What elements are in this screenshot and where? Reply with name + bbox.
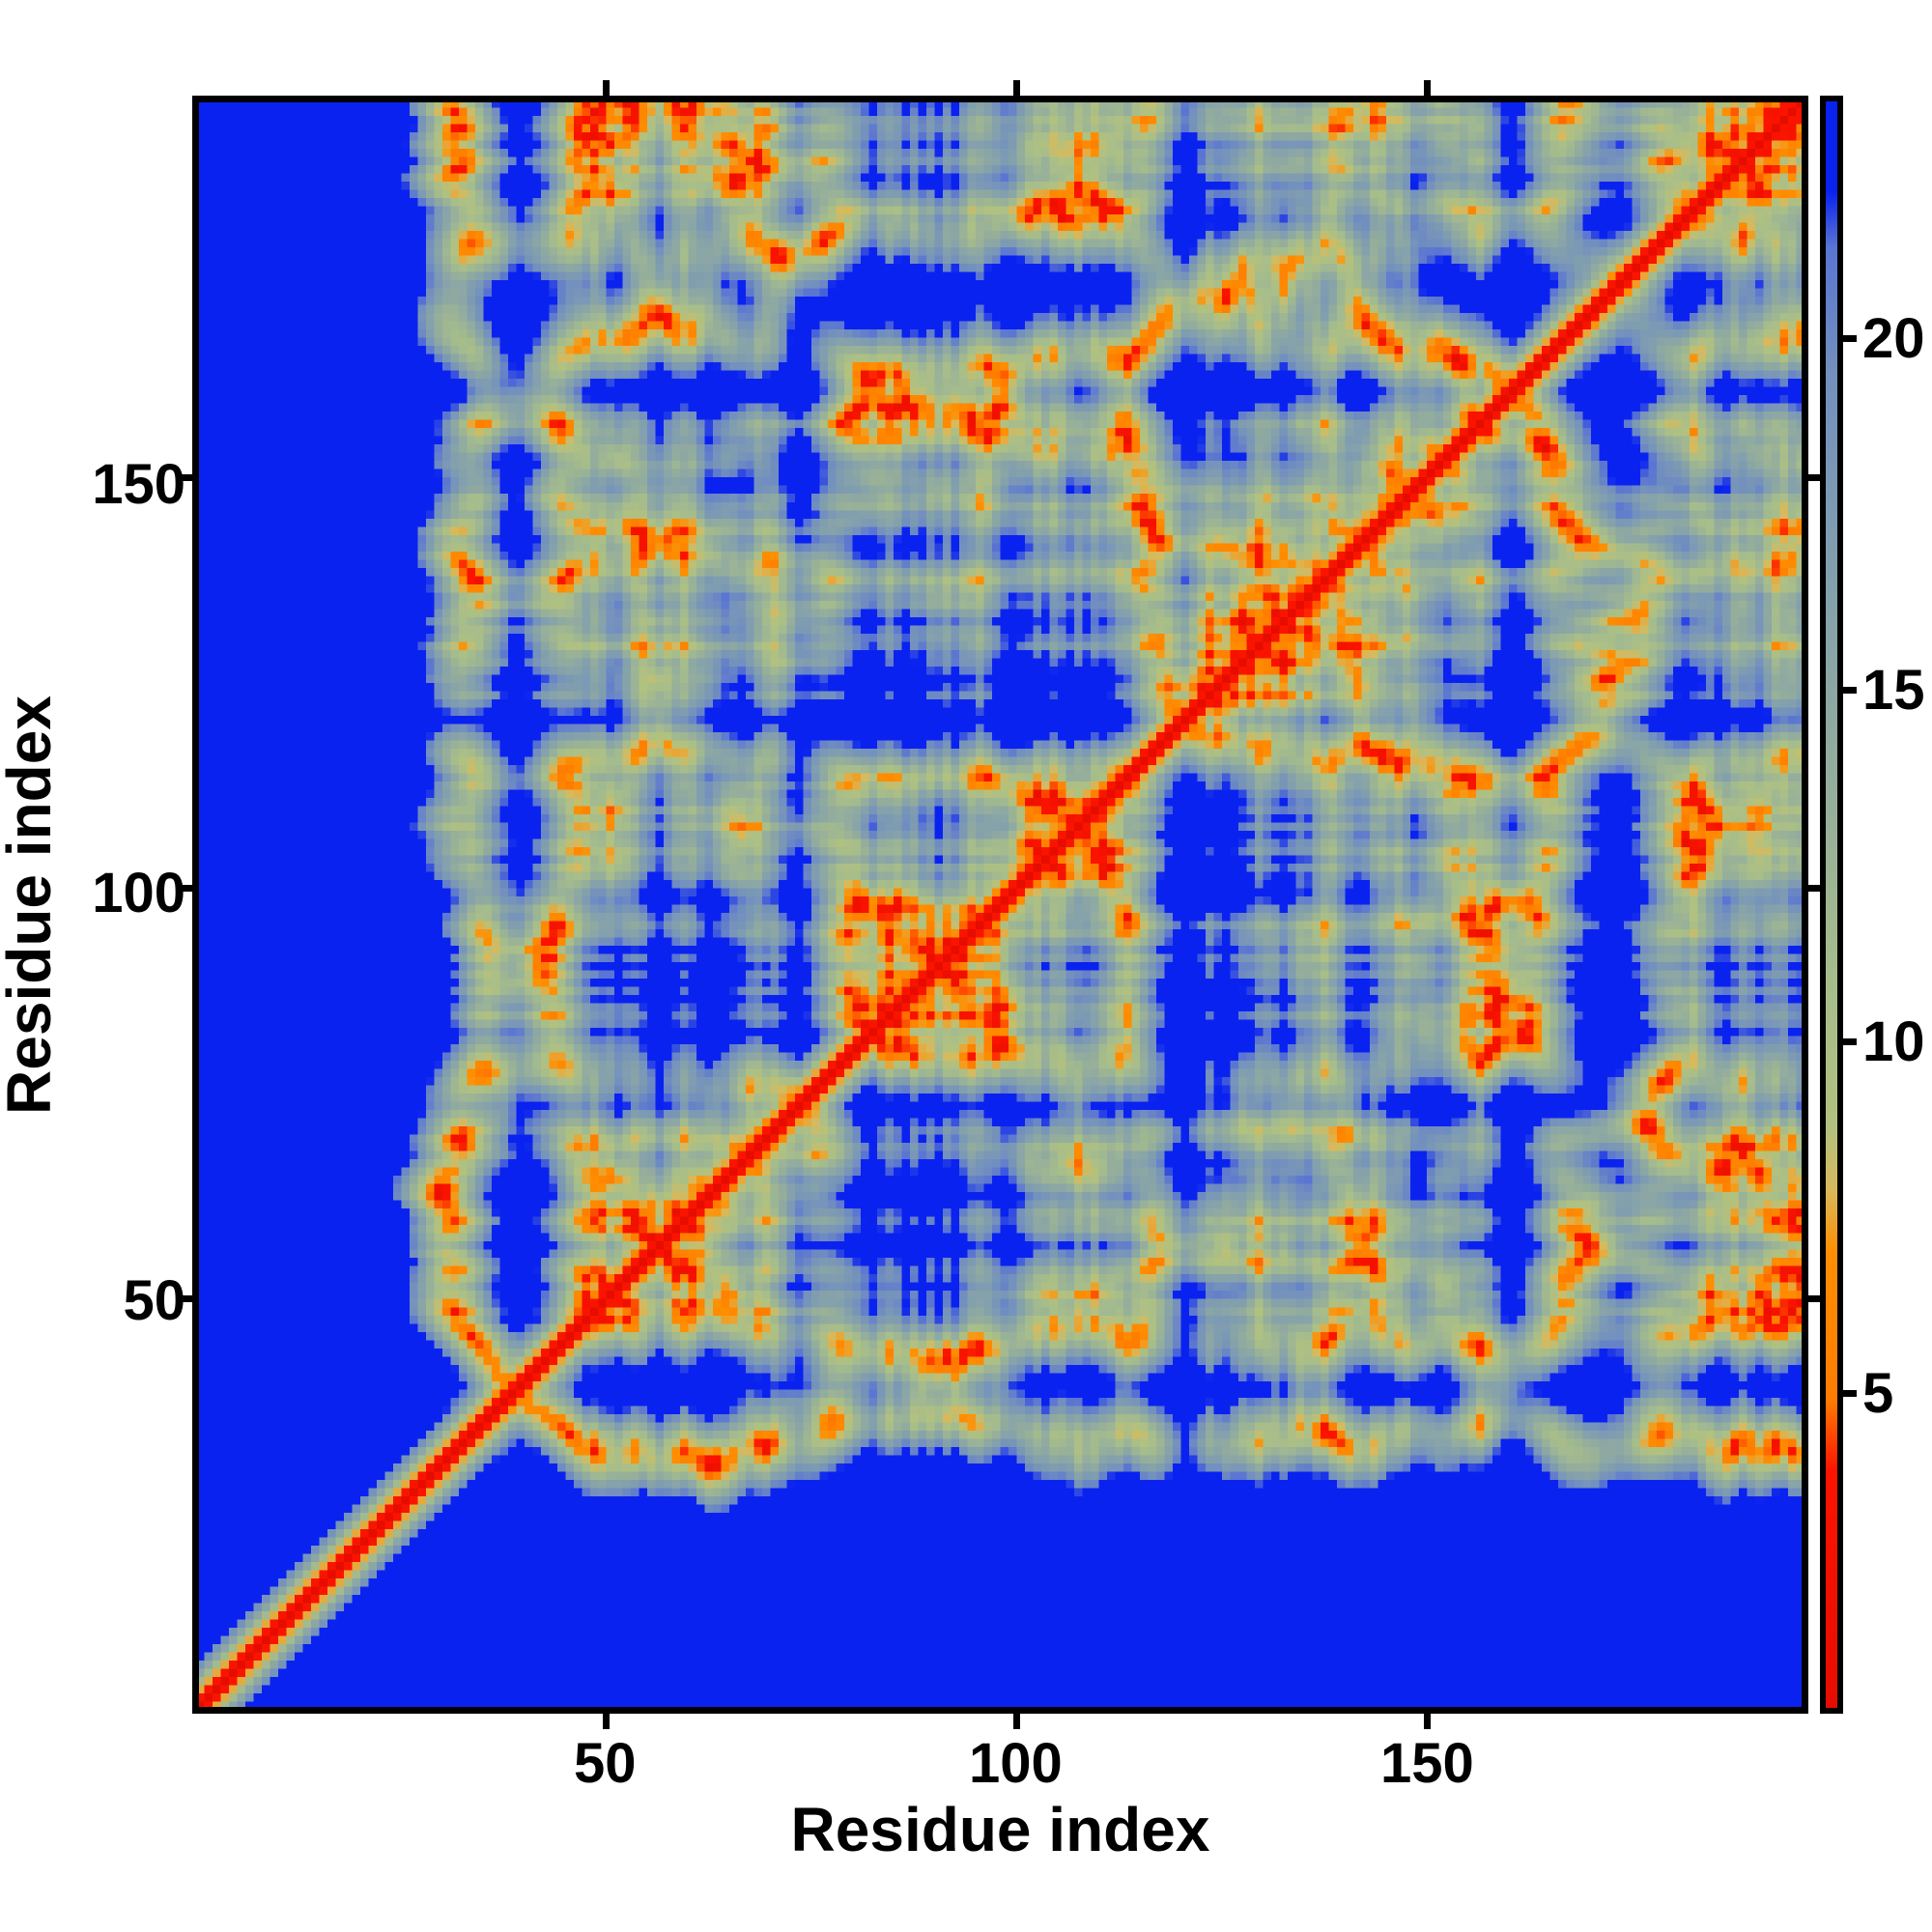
y-axis-label: Residue index bbox=[0, 696, 64, 1115]
y-tick-mark bbox=[177, 474, 192, 481]
colorbar-tick-mark bbox=[1843, 335, 1857, 342]
colorbar-tick-mark bbox=[1843, 1038, 1857, 1045]
colorbar-tick-label: 10 bbox=[1862, 1010, 1925, 1073]
y-tick-mark bbox=[177, 885, 192, 892]
x-tick-mark-top bbox=[1013, 80, 1020, 96]
x-tick-label: 100 bbox=[969, 1732, 1063, 1795]
x-tick-mark-top bbox=[603, 80, 610, 96]
y-tick-label: 150 bbox=[92, 453, 185, 516]
colorbar-tick-mark bbox=[1843, 687, 1857, 694]
colorbar-tick-label: 15 bbox=[1862, 659, 1925, 722]
y-tick-mark bbox=[177, 1295, 192, 1302]
y-tick-label: 100 bbox=[92, 862, 185, 924]
y-tick-label: 50 bbox=[123, 1269, 185, 1332]
y-tick-mark-right bbox=[1808, 474, 1824, 481]
colorbar-canvas bbox=[1825, 99, 1838, 1710]
x-tick-label: 50 bbox=[574, 1732, 637, 1795]
colorbar-tick-label: 20 bbox=[1862, 307, 1925, 370]
heatmap-canvas bbox=[196, 99, 1804, 1710]
x-tick-label: 150 bbox=[1380, 1732, 1474, 1795]
x-axis-label: Residue index bbox=[790, 1795, 1210, 1864]
x-tick-mark-top bbox=[1424, 80, 1431, 96]
x-tick-mark bbox=[603, 1714, 610, 1729]
colorbar-tick-mark bbox=[1843, 1390, 1857, 1397]
y-tick-mark-right bbox=[1808, 1295, 1824, 1302]
x-tick-mark bbox=[1013, 1714, 1020, 1729]
x-tick-mark bbox=[1424, 1714, 1431, 1729]
y-tick-mark-right bbox=[1808, 885, 1824, 892]
colorbar-tick-label: 5 bbox=[1862, 1362, 1894, 1425]
